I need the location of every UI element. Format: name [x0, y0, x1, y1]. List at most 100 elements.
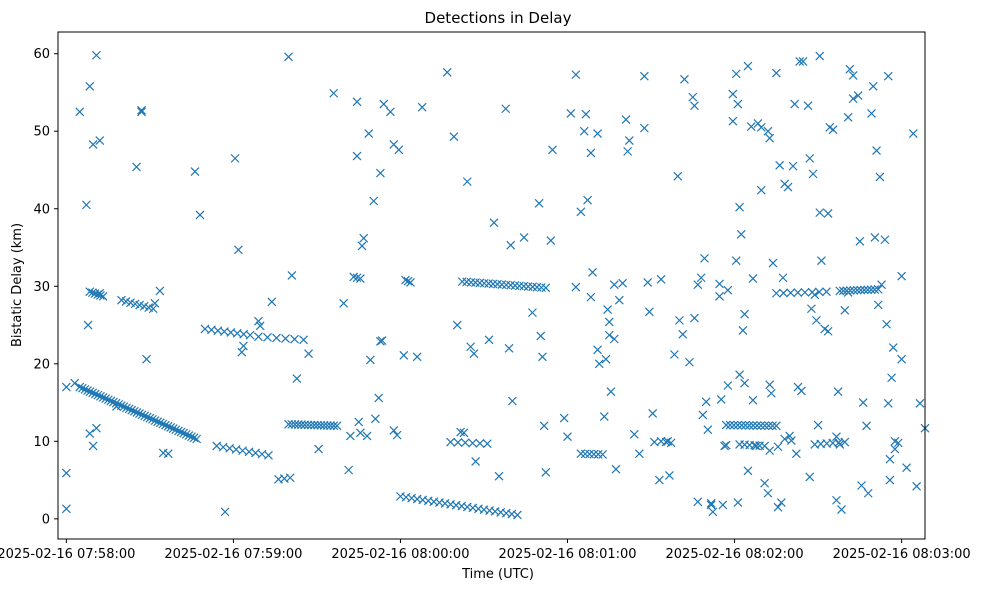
scatter-point: [738, 326, 748, 335]
scatter-point: [359, 233, 369, 243]
scatter-point: [263, 332, 272, 342]
scatter-point: [61, 504, 71, 514]
scatter-point: [639, 71, 649, 81]
scatter-point: [77, 383, 87, 393]
scatter-point: [403, 276, 413, 286]
scatter-point: [541, 283, 551, 293]
scatter-point: [501, 104, 511, 114]
scatter-point: [61, 382, 71, 392]
scatter-point: [469, 349, 479, 359]
scatter-point: [290, 420, 300, 429]
scatter-point: [862, 421, 871, 431]
scatter-point: [449, 132, 459, 142]
scatter-point: [866, 285, 876, 295]
scatter-point: [743, 61, 753, 71]
scatter-point: [806, 304, 816, 314]
scatter-point: [399, 350, 409, 360]
scatter-point: [459, 428, 469, 438]
scatter-point: [715, 291, 724, 301]
scatter-point: [716, 395, 726, 404]
scatter-point: [98, 393, 108, 402]
scatter-point: [698, 410, 708, 420]
scatter-point: [868, 81, 878, 91]
scatter-point: [504, 343, 514, 353]
scatter-point: [586, 292, 596, 302]
x-tick-label: 2025-02-16 07:59:00: [164, 547, 302, 562]
scatter-point: [119, 402, 129, 412]
scatter-point: [897, 354, 907, 364]
scatter-point: [127, 405, 137, 415]
scatter-point: [870, 285, 880, 294]
scatter-point: [190, 167, 200, 176]
scatter-point: [145, 413, 155, 423]
scatter-point: [179, 428, 189, 438]
scatter-point: [471, 457, 481, 466]
scatter-point: [586, 148, 596, 158]
scatter-marks: [61, 50, 930, 520]
scatter-point: [815, 51, 825, 61]
scatter-point: [541, 467, 551, 477]
scatter-point: [817, 256, 826, 266]
scatter-point: [106, 396, 116, 406]
scatter-point: [546, 236, 556, 245]
scatter-point: [696, 273, 706, 283]
scatter-point: [735, 370, 744, 380]
scatter-point: [245, 330, 255, 340]
y-tick-label: 40: [33, 202, 50, 217]
scatter-point: [137, 410, 147, 420]
scatter-point: [132, 162, 141, 172]
scatter-point: [768, 421, 777, 431]
scatter-point: [148, 414, 157, 424]
scatter-point: [771, 288, 781, 298]
scatter-point: [588, 267, 597, 277]
scatter-point: [158, 419, 168, 429]
scatter-point: [624, 136, 634, 145]
scatter-point: [374, 393, 384, 403]
scatter-point: [603, 305, 613, 314]
scatter-point: [808, 169, 818, 179]
scatter-point: [822, 287, 831, 297]
scatter-point: [763, 126, 773, 136]
scatter-point: [109, 397, 118, 407]
scatter-point: [300, 420, 310, 430]
scatter-point: [791, 449, 801, 459]
scatter-point: [70, 378, 80, 388]
scatter-point: [349, 272, 359, 282]
scatter-point: [594, 359, 604, 369]
scatter-point: [332, 421, 342, 431]
scatter-point: [848, 94, 858, 104]
scatter-point: [760, 421, 770, 431]
y-tick-label: 60: [33, 47, 50, 62]
scatter-point: [783, 182, 793, 192]
scatter-point: [690, 101, 699, 111]
scatter-point: [790, 99, 800, 109]
scatter-point: [377, 336, 387, 345]
scatter-point: [688, 92, 698, 102]
scatter-point: [720, 441, 729, 451]
scatter-point: [773, 502, 783, 512]
scatter-point: [611, 464, 621, 474]
y-axis-ticks: 0 10 20 30 40 50 60: [33, 47, 58, 527]
scatter-point: [815, 208, 825, 218]
scatter-point: [355, 428, 365, 438]
scatter-point: [85, 81, 95, 91]
scatter-point: [828, 125, 838, 135]
scatter-point: [452, 320, 462, 330]
scatter-point: [840, 437, 850, 447]
scatter-point: [233, 245, 243, 255]
scatter-point: [355, 274, 365, 283]
scatter-point: [484, 335, 494, 345]
scatter-point: [239, 341, 248, 351]
scatter-point: [489, 218, 499, 228]
scatter-point: [768, 258, 778, 268]
scatter-point: [756, 185, 766, 195]
scatter-point: [764, 421, 774, 431]
scatter-point: [365, 355, 375, 365]
scatter-point: [155, 286, 165, 296]
scatter-point: [161, 420, 170, 430]
scatter-point: [599, 412, 609, 421]
scatter-point: [475, 438, 485, 448]
scatter-point: [124, 404, 134, 414]
scatter-point: [915, 398, 925, 408]
